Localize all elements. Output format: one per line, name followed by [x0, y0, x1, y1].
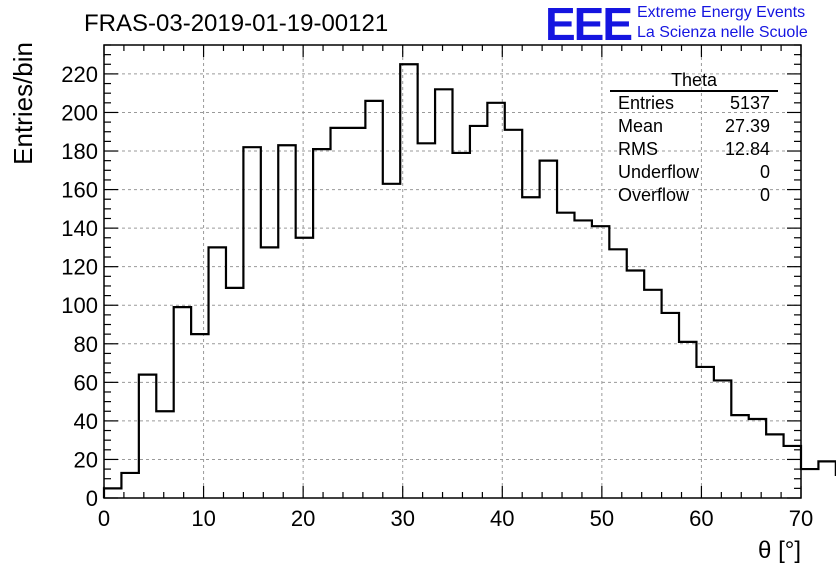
eee-logo-line1: Extreme Energy Events [637, 4, 806, 21]
histogram-bin [784, 446, 801, 498]
histogram-bin [540, 161, 557, 498]
stats-label: RMS [618, 139, 658, 159]
x-tick-label: 30 [390, 506, 414, 531]
histogram-bin [557, 213, 574, 498]
histogram-bin [209, 247, 226, 498]
x-tick-label: 70 [789, 506, 813, 531]
stats-row-mean: Mean 27.39 [610, 115, 778, 138]
stats-row-overflow: Overflow 0 [610, 184, 778, 207]
run-title: FRAS-03-2019-01-19-00121 [84, 10, 389, 37]
histogram-bin [139, 375, 156, 498]
stats-value: 12.84 [724, 139, 770, 159]
histogram-bin [522, 197, 539, 498]
histogram-bin [696, 367, 713, 498]
histogram-bin [487, 103, 504, 498]
histogram-bin [331, 128, 348, 498]
histogram-bin [243, 147, 260, 498]
x-tick-label: 40 [490, 506, 514, 531]
histogram-bin [470, 126, 487, 498]
histogram-bin [453, 153, 470, 498]
stats-value: 5137 [729, 93, 770, 113]
histogram-bin [435, 89, 452, 498]
y-tick-label: 180 [61, 139, 98, 164]
stats-row-entries: Entries 5137 [610, 92, 778, 115]
y-tick-label: 20 [74, 447, 98, 472]
histogram-bin [174, 307, 191, 498]
y-tick-label: 60 [74, 370, 98, 395]
histogram-bin [627, 271, 644, 498]
x-tick-label: 50 [590, 506, 614, 531]
histogram-bin [104, 488, 121, 498]
eee-logo: EEE Extreme Energy Events La Scienza nel… [545, 0, 835, 50]
x-tick-label: 0 [98, 506, 110, 531]
histogram-series-line [102, 63, 836, 498]
stats-label: Entries [618, 93, 675, 113]
stats-box: Theta Entries 5137 Mean 27.39 RMS 12.84 … [610, 70, 778, 207]
histogram-bin [714, 380, 731, 498]
histogram-bin [278, 145, 295, 498]
histogram-bin [679, 342, 696, 498]
stats-row-rms: RMS 12.84 [610, 138, 778, 161]
histogram-bin [261, 247, 278, 498]
histogram-bin [801, 469, 818, 498]
stats-label: Mean [618, 116, 664, 136]
histogram-bin [644, 290, 661, 498]
stats-row-underflow: Underflow 0 [610, 161, 778, 184]
y-tick-label: 220 [61, 62, 98, 87]
histogram-bin [731, 415, 748, 498]
histogram-bin [191, 334, 208, 498]
y-tick-label: 0 [86, 486, 98, 511]
histogram-bin [383, 184, 400, 498]
histogram-bin [400, 64, 417, 498]
histogram-bin [749, 419, 766, 498]
y-tick-label: 80 [74, 332, 98, 357]
y-tick-label: 100 [61, 293, 98, 318]
plot-frame [103, 44, 802, 499]
stats-title: Theta [610, 70, 778, 92]
x-axis-label: θ [°] [758, 537, 801, 564]
stats-label: Underflow [618, 162, 700, 182]
eee-logo-mark: EEE [545, 0, 633, 50]
x-tick-label: 20 [291, 506, 315, 531]
y-tick-label: 120 [61, 255, 98, 280]
y-axis-label: Entries/bin [8, 42, 38, 165]
histogram-bin [818, 461, 835, 498]
histogram-bin [574, 220, 591, 498]
histogram-bin [348, 128, 365, 498]
histogram-bin [156, 411, 173, 498]
histogram-bin [662, 313, 679, 498]
x-tick-label: 10 [191, 506, 215, 531]
y-tick-label: 160 [61, 178, 98, 203]
histogram-bin [418, 143, 435, 498]
histogram-bin [766, 434, 783, 498]
histogram-bin [296, 238, 313, 498]
stats-value: 0 [759, 162, 770, 182]
histogram-bin [505, 130, 522, 498]
x-tick-label: 60 [689, 506, 713, 531]
y-tick-label: 140 [61, 216, 98, 241]
histogram-bin [609, 249, 626, 498]
histogram-bin [226, 288, 243, 498]
eee-logo-line2: La Scienza nelle Scuole [637, 24, 808, 41]
y-tick-label: 200 [61, 100, 98, 125]
stats-value: 0 [759, 185, 770, 205]
histogram-bin [592, 226, 609, 498]
histogram-bin [365, 101, 382, 498]
stats-label: Overflow [618, 185, 690, 205]
stats-value: 27.39 [724, 116, 770, 136]
y-tick-label: 40 [74, 409, 98, 434]
histogram-bin [313, 149, 330, 498]
